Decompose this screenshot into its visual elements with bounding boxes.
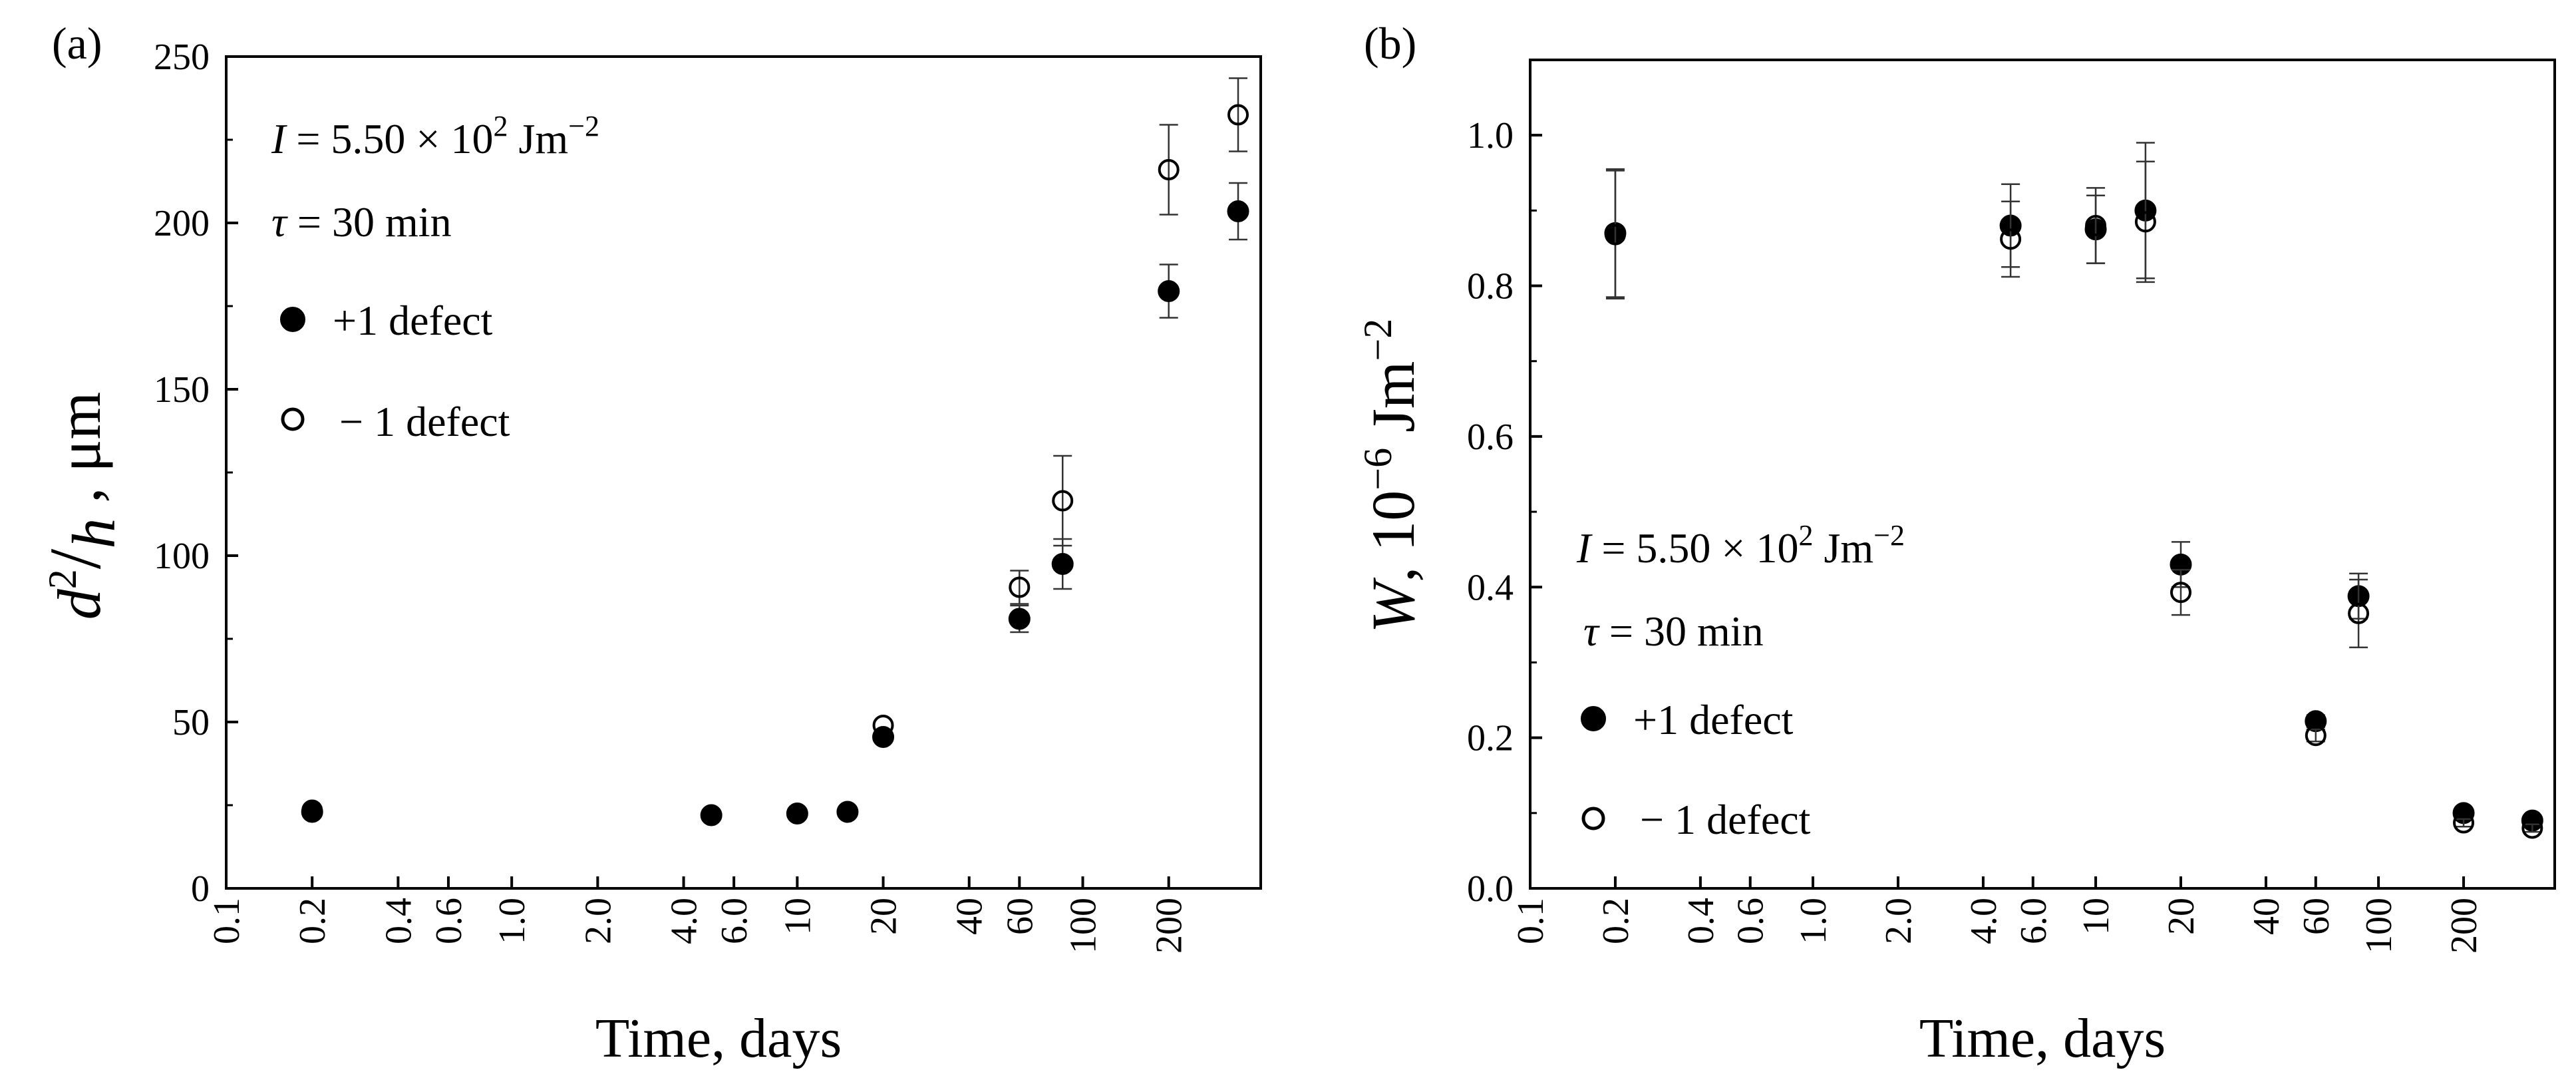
panel-a-x-tick-label: 0.2 — [292, 898, 333, 944]
panel-a-plus-defect-point — [1227, 200, 1249, 222]
panel-b-legend-open-marker — [1581, 807, 1605, 830]
panel-b-x-tick-label: 0.1 — [1510, 898, 1551, 944]
panel-a-minus-defect-point — [701, 805, 723, 826]
panel-b-label: (b) — [1364, 18, 1416, 69]
panel-b-y-tick-label: 0.2 — [1467, 718, 1514, 759]
panel-a-frame — [225, 55, 1262, 890]
panel-a-x-tick-label: 10 — [777, 898, 818, 935]
panel-b-tau-annotation: τ = 30 min — [1583, 608, 1764, 655]
panel-a-y-axis-label: d2/h , μm — [35, 392, 128, 620]
panel-b-ticks: 0.1 0.2 0.4 0.6 1.0 2.0 4.0 6.0 10 20 40 60 100 2000.… — [1467, 115, 2485, 954]
panel-a-plus-defect-point — [1008, 608, 1031, 630]
panel-a-x-tick-label: 20 — [864, 898, 905, 935]
panel-b-legend-minus-label: − 1 defect — [1640, 796, 1811, 843]
panel-b-x-tick-label: 0.6 — [1730, 898, 1772, 944]
panel-b-x-tick-label: 20 — [2161, 898, 2202, 935]
panel-a-x-tick-label: 2.0 — [577, 898, 619, 944]
panel-a-ticks: 0.1 0.2 0.4 0.6 1.0 2.0 4.0 6.0 10 20 40 60 100 200 0 5… — [154, 37, 1190, 954]
panel-b-minus-defect-point — [2170, 582, 2192, 604]
panel-b-y-tick-label: 0.4 — [1467, 567, 1514, 608]
panel-b-x-tick-label: 10 — [2076, 898, 2117, 935]
panel-a-legend-plus-label: +1 defect — [333, 297, 493, 344]
panel-a-minus-defect-point — [301, 799, 323, 821]
panel-a-y-tick-label: 0 — [191, 868, 210, 910]
panel-b-x-tick-label: 100 — [2358, 898, 2400, 954]
panel-b-x-axis-label: Time, days — [1919, 1007, 2166, 1069]
panel-a-intensity-annotation: I = 5.50 × 102 Jm−2 — [271, 110, 599, 162]
panel-b-x-tick-label: 40 — [2246, 898, 2287, 935]
panel-a-minus-defect-point — [1227, 104, 1249, 126]
panel-a-x-tick-label: 0.1 — [206, 898, 247, 944]
panel-b-minus-defect-point — [2453, 812, 2475, 834]
panel-a-minus-defect-point — [836, 801, 858, 822]
panel-a-legend-filled-marker — [280, 307, 305, 332]
panel-a-label: (a) — [52, 18, 102, 69]
panel-b-x-tick-label: 4.0 — [1963, 898, 2005, 944]
panel-b-x-tick-label: 6.0 — [2013, 898, 2054, 944]
panel-a-tau-annotation: τ = 30 min — [271, 198, 452, 246]
panel-a-x-tick-label: 1.0 — [492, 898, 533, 944]
panel-b-y-axis-label: W, 10−6 Jm−2 — [1356, 319, 1427, 634]
panel-a-minus-defect-point — [1052, 490, 1074, 512]
panel-a-y-tick-label: 100 — [154, 536, 210, 577]
panel-a-marks — [301, 77, 1249, 826]
panel-b-legend-plus-label: +1 defect — [1633, 696, 1794, 743]
panel-a-x-tick-label: 60 — [999, 898, 1041, 935]
panel-b-intensity-annotation: I = 5.50 × 102 Jm−2 — [1576, 519, 1905, 572]
panel-a-x-tick-label: 40 — [949, 898, 991, 935]
panel-b-minus-defect-point — [2521, 817, 2543, 839]
panel-b-minus-defect-point — [2305, 725, 2327, 747]
panel-a: (a) 0.1 0.2 0.4 0.6 1.0 2.0 4.0 6.0 10 20 40 60 100 2… — [35, 18, 1262, 1069]
panel-a-y-tick-label: 150 — [154, 369, 210, 411]
panel-a-minus-defect-point — [1009, 576, 1031, 598]
panel-b-minus-defect-point — [2348, 602, 2370, 624]
panel-b-minus-defect-point — [1604, 224, 1626, 246]
panel-a-x-tick-label: 100 — [1063, 898, 1104, 954]
panel-b-minus-defect-point — [2134, 211, 2156, 233]
panel-b-y-tick-label: 0.6 — [1467, 417, 1514, 458]
panel-b-x-tick-label: 60 — [2296, 898, 2337, 935]
panel-b-minus-defect-point — [2000, 228, 2022, 250]
panel-b-x-tick-label: 1.0 — [1793, 898, 1834, 944]
panel-a-x-tick-label: 4.0 — [664, 898, 705, 944]
panel-a-plus-defect-point — [1158, 280, 1180, 302]
panel-b-frame — [1529, 59, 2556, 890]
panel-a-legend-open-marker — [281, 407, 305, 431]
panel-a-legend-minus-label: − 1 defect — [339, 398, 510, 445]
panel-a-x-tick-label: 6.0 — [714, 898, 755, 944]
panel-b-y-tick-label: 0.0 — [1467, 868, 1514, 910]
panel-b-x-tick-label: 0.4 — [1681, 898, 1722, 944]
panel-a-x-tick-label: 0.6 — [428, 898, 470, 944]
panel-a-x-tick-label: 0.4 — [378, 898, 419, 944]
panel-b-x-tick-label: 2.0 — [1878, 898, 1919, 944]
panel-a-x-tick-label: 200 — [1149, 898, 1190, 954]
panel-a-y-tick-label: 50 — [172, 702, 210, 743]
panel-a-y-tick-label: 250 — [154, 37, 210, 78]
panel-b-marks — [1604, 142, 2543, 839]
panel-b-y-tick-label: 1.0 — [1467, 115, 1514, 156]
panel-a-y-tick-label: 200 — [154, 203, 210, 244]
panel-b-x-tick-label: 200 — [2444, 898, 2485, 954]
panel-a-minus-defect-point — [786, 803, 808, 824]
panel-b-y-tick-label: 0.8 — [1467, 266, 1514, 307]
panel-a-x-axis-label: Time, days — [595, 1007, 842, 1069]
panel-b: (b) 0.1 0.2 0.4 0.6 1.0 2.0 4.0 6.0 10 20 40 60 100 2… — [1356, 18, 2556, 1069]
panel-b-x-tick-label: 0.2 — [1595, 898, 1637, 944]
panel-b-legend-filled-marker — [1581, 706, 1606, 731]
panel-a-minus-defect-point — [872, 715, 894, 736]
panel-a-minus-defect-point — [1158, 159, 1180, 180]
panel-a-plus-defect-point — [1051, 553, 1074, 575]
panel-b-minus-defect-point — [2085, 215, 2107, 236]
